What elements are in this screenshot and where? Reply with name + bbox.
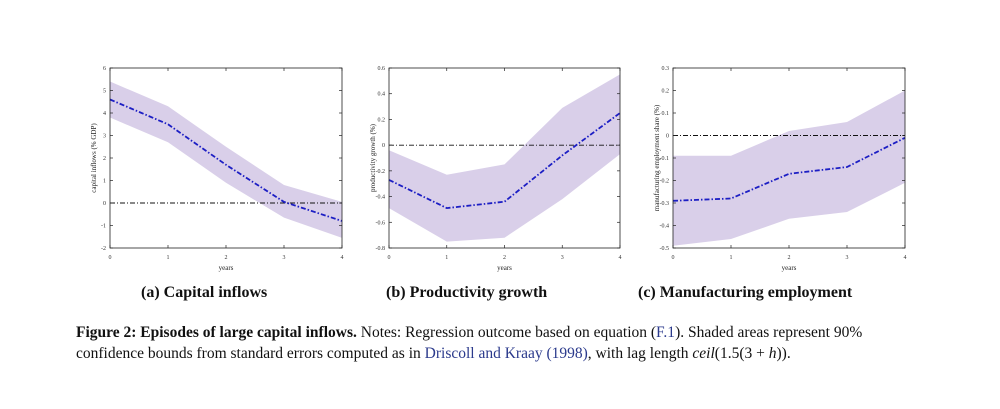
- y-tick-label-a: -1: [101, 224, 106, 230]
- estimate-line-c: [672, 136, 906, 202]
- y-tick-label-b: -0.6: [376, 220, 386, 226]
- confidence-band-c: [673, 90, 905, 246]
- x-tick-label-c: 1: [730, 255, 733, 261]
- caption-text-2: ). Shaded areas represent 90% confidence…: [76, 324, 863, 362]
- estimate-line-a: [109, 98, 343, 222]
- caption-math-h: h: [768, 345, 777, 362]
- y-tick-label-a: -2: [101, 246, 106, 252]
- subcaption-c-label: (c): [638, 284, 656, 301]
- x-tick-label-b: 2: [503, 255, 506, 261]
- x-axis-label-a: years: [219, 264, 234, 272]
- y-tick-label-c: 0.2: [662, 89, 670, 95]
- x-tick-label-b: 0: [388, 255, 391, 261]
- caption-text-1: Notes: Regression outcome based on equat…: [356, 324, 657, 341]
- confidence-band-b: [389, 74, 620, 242]
- y-tick-label-c: 0: [666, 134, 669, 140]
- caption-text-4: (1.5(3 +: [714, 345, 769, 362]
- y-tick-label-a: 0: [103, 201, 106, 207]
- estimate-line-b: [388, 112, 621, 210]
- y-tick-label-c: 0.1: [662, 111, 670, 117]
- subcaption-b: (b) Productivity growth: [386, 284, 547, 302]
- x-tick-label-a: 2: [225, 255, 228, 261]
- x-tick-label-c: 4: [904, 255, 907, 261]
- y-tick-label-c: -0.5: [660, 246, 670, 252]
- equation-link[interactable]: F.1: [656, 324, 676, 341]
- y-tick-label-a: 4: [103, 111, 106, 117]
- citation-link[interactable]: Driscoll and Kraay (1998): [424, 345, 588, 362]
- x-tick-label-a: 0: [109, 255, 112, 261]
- y-axis-label-a: capital inflows (% GDP): [90, 123, 98, 193]
- caption-math-ceil: ceil: [692, 345, 715, 362]
- y-tick-label-b: -0.2: [376, 169, 386, 175]
- y-tick-label-b: -0.4: [376, 195, 386, 201]
- figure-caption: Figure 2: Episodes of large capital infl…: [76, 322, 924, 364]
- y-tick-label-c: -0.3: [660, 201, 670, 207]
- x-tick-label-b: 1: [445, 255, 448, 261]
- x-tick-label-a: 1: [167, 255, 170, 261]
- subcaption-a-label: (a): [141, 284, 160, 301]
- x-axis-label-b: years: [497, 264, 512, 272]
- subcaption-c-text: Manufacturing employment: [659, 284, 853, 301]
- y-tick-label-b: 0: [382, 143, 385, 149]
- y-tick-label-a: 6: [103, 66, 106, 72]
- y-tick-label-a: 2: [103, 156, 106, 162]
- y-tick-label-a: 5: [103, 89, 106, 95]
- x-tick-label-b: 3: [561, 255, 564, 261]
- subcaption-b-label: (b): [386, 284, 406, 301]
- y-axis-label-c: manufacturing employment share (%): [653, 104, 661, 211]
- y-tick-label-b: -0.8: [376, 246, 386, 252]
- y-tick-label-c: -0.1: [660, 156, 670, 162]
- caption-text-3: , with lag length: [587, 345, 693, 362]
- x-tick-label-a: 4: [341, 255, 344, 261]
- y-tick-label-b: 0.6: [378, 66, 386, 72]
- subcaption-b-text: Productivity growth: [409, 284, 548, 301]
- x-tick-label-c: 2: [788, 255, 791, 261]
- y-tick-label-b: 0.4: [378, 92, 386, 98]
- x-tick-label-a: 3: [283, 255, 286, 261]
- y-tick-label-c: -0.4: [660, 224, 670, 230]
- x-tick-label-c: 3: [846, 255, 849, 261]
- confidence-band-a: [110, 81, 342, 238]
- y-tick-label-a: 1: [103, 179, 106, 185]
- x-tick-label-b: 4: [619, 255, 622, 261]
- subcaption-a: (a) Capital inflows: [141, 284, 267, 302]
- figure-caption-label: Figure 2: Episodes of large capital infl…: [76, 324, 357, 341]
- y-tick-label-c: 0.3: [662, 66, 670, 72]
- y-tick-label-b: 0.2: [378, 117, 386, 123]
- y-tick-label-a: 3: [103, 134, 106, 140]
- caption-text-5: )).: [776, 345, 791, 362]
- x-tick-label-c: 0: [672, 255, 675, 261]
- x-axis-label-c: years: [782, 264, 797, 272]
- subcaption-a-text: Capital inflows: [163, 284, 268, 301]
- y-axis-label-b: productivity growth (%): [369, 123, 377, 192]
- subcaption-c: (c) Manufacturing employment: [638, 284, 852, 302]
- y-tick-label-c: -0.2: [660, 179, 670, 185]
